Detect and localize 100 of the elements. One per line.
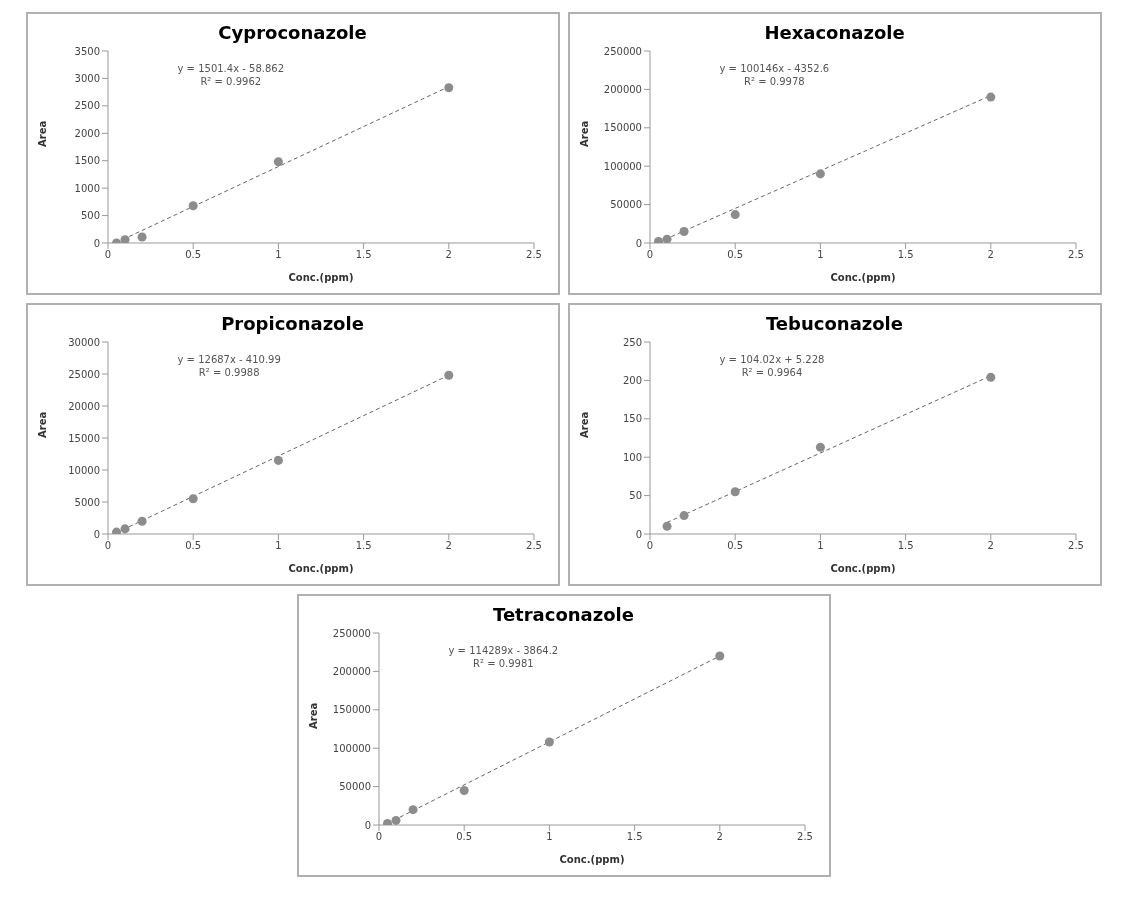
y-axis-title: Area [36,411,48,438]
y-tick-label: 30000 [67,336,100,348]
x-tick-label: 1.5 [897,540,914,552]
x-tick-label: 1.5 [897,249,914,261]
point [273,455,283,465]
y-tick-label: 150 [622,413,642,425]
x-tick-label: 0.5 [726,540,743,552]
y-tick-label: 20000 [67,400,100,412]
point [137,516,147,526]
y-tick-label: 150000 [332,704,371,716]
y-tick-label: 150000 [603,122,642,134]
y-tick-label: 250000 [603,45,642,57]
x-tick-label: 0 [375,831,382,843]
point [730,210,740,220]
y-axis-title: Area [36,120,48,147]
y-tick-label: 100000 [332,742,371,754]
y-tick-label: 50 [628,490,642,502]
y-tick-label: 0 [635,237,642,249]
x-tick-label: 0 [646,249,653,261]
point [985,92,995,102]
annotation: R² = 0.9964 [740,366,804,379]
x-tick-label: 2.5 [1067,540,1084,552]
annotation: R² = 0.9981 [472,657,535,670]
chart-title: Propiconazole [220,313,365,334]
x-tick-label: 0 [104,249,111,261]
x-tick-label: 2.5 [796,831,813,843]
point [188,201,198,211]
x-tick-label: 0 [104,540,111,552]
chart-title: Cyproconazole [217,22,368,43]
annotation: y = 12687x - 410.99 [177,353,281,366]
annotation: R² = 0.9978 [743,75,806,88]
x-axis-title: Conc.(ppm) [288,563,353,574]
x-tick-label: 1 [274,540,282,552]
y-tick-label: 3000 [74,72,100,84]
point [714,651,724,661]
y-tick-label: 250 [622,336,642,348]
point [730,487,740,497]
x-axis-title: Conc.(ppm) [288,272,353,283]
point [111,527,121,534]
point [188,494,198,504]
point [653,236,663,243]
point [443,370,453,380]
point [391,815,401,825]
point [815,169,825,179]
x-tick-label: 0.5 [184,249,201,261]
point [662,234,672,243]
x-tick-label: 0.5 [184,540,201,552]
point [679,511,689,521]
y-tick-label: 50000 [609,199,642,211]
x-axis-title: Conc.(ppm) [830,563,895,574]
x-tick-label: 1.5 [355,249,372,261]
y-tick-label: 25000 [67,368,100,380]
y-tick-label: 200000 [332,665,371,677]
annotation: R² = 0.9962 [199,75,263,88]
x-tick-label: 1.5 [626,831,643,843]
annotation: y = 100146x - 4352.6 [719,62,830,75]
point [662,521,672,531]
annotation: y = 104.02x + 5.228 [719,353,825,366]
chart-title: Tebuconazole [765,313,904,334]
x-tick-label: 0 [646,540,653,552]
y-tick-label: 0 [93,237,100,249]
y-tick-label: 0 [635,528,642,540]
point [382,818,392,825]
y-tick-label: 15000 [67,432,100,444]
y-tick-label: 200000 [603,83,642,95]
x-tick-label: 2 [716,831,723,843]
x-tick-label: 2 [987,249,994,261]
y-tick-label: 0 [364,819,371,831]
y-tick-label: 10000 [67,464,100,476]
y-tick-label: 1000 [74,182,100,194]
y-tick-label: 2500 [74,100,100,112]
point [985,372,995,382]
point [443,83,453,93]
y-tick-label: 5000 [74,496,100,508]
chart-title: Hexaconazole [763,22,906,43]
y-axis-title: Area [578,120,590,147]
x-tick-label: 0.5 [455,831,472,843]
x-tick-label: 2.5 [525,249,542,261]
point [137,232,147,242]
y-tick-label: 100 [622,451,642,463]
annotation: y = 114289x - 3864.2 [448,644,559,657]
point [815,442,825,452]
x-tick-label: 2 [445,249,452,261]
y-tick-label: 500 [80,210,100,222]
y-tick-label: 3500 [74,45,100,57]
x-tick-label: 2 [445,540,452,552]
annotation: y = 1501.4x - 58.862 [177,62,285,75]
point [544,737,554,747]
x-axis-title: Conc.(ppm) [559,854,624,865]
y-tick-label: 2000 [74,127,100,139]
point [679,226,689,236]
x-tick-label: 0.5 [726,249,743,261]
point [408,805,418,815]
annotation: R² = 0.9988 [197,366,261,379]
x-tick-label: 2.5 [1067,249,1084,261]
y-tick-label: 0 [93,528,100,540]
x-axis-title: Conc.(ppm) [830,272,895,283]
y-tick-label: 100000 [603,160,642,172]
y-axis-title: Area [578,411,590,438]
point [120,524,130,534]
